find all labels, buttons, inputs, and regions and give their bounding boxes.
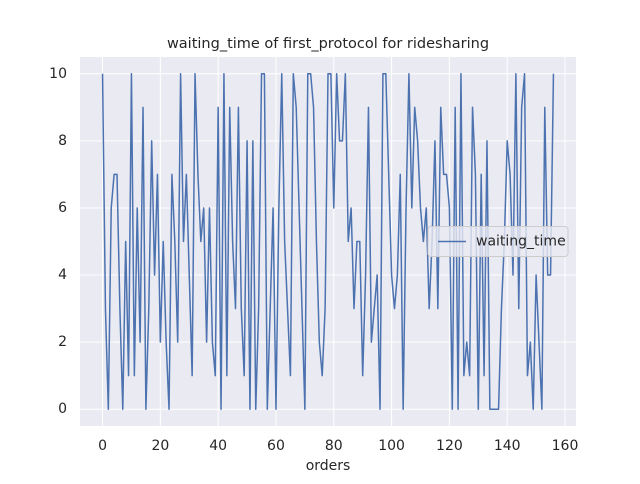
legend-box — [427, 226, 569, 257]
x-tick-label: 120 — [436, 438, 463, 454]
y-tick-label: 0 — [58, 401, 67, 417]
x-tick-label: 80 — [325, 438, 343, 454]
y-tick-label: 6 — [58, 200, 67, 216]
line-series — [101, 73, 555, 410]
legend-label: waiting_time — [476, 234, 566, 250]
chart-title: waiting_time of first_protocol for rides… — [167, 36, 489, 52]
x-tick-label: 20 — [151, 438, 169, 454]
x-tick-label: 100 — [378, 438, 405, 454]
y-tick-label: 8 — [58, 133, 67, 149]
x-tick-label: 0 — [98, 438, 107, 454]
x-tick-label: 40 — [209, 438, 227, 454]
y-tick-label: 10 — [49, 66, 67, 82]
y-tick-label: 4 — [58, 267, 67, 283]
x-axis-label: orders — [306, 458, 351, 474]
x-tick-label: 60 — [267, 438, 285, 454]
x-tick-label: 160 — [552, 438, 579, 454]
x-tick-label: 140 — [494, 438, 521, 454]
y-tick-label: 2 — [58, 334, 67, 350]
